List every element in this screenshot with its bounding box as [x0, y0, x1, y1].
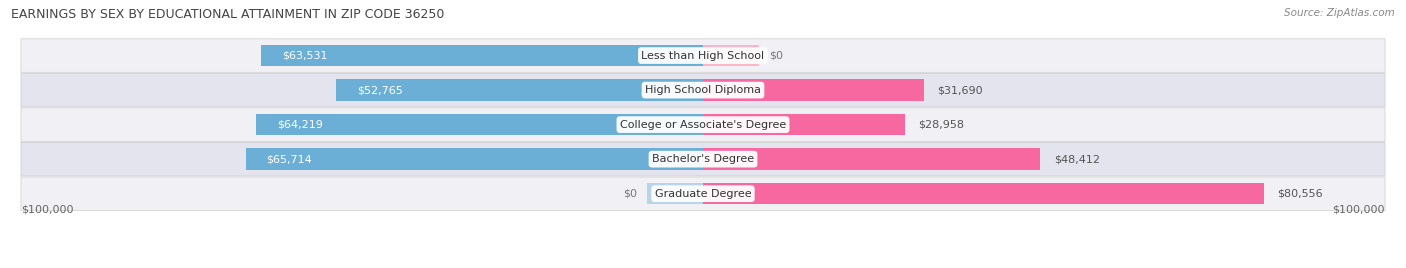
Bar: [703, 79, 924, 101]
Text: Graduate Degree: Graduate Degree: [655, 189, 751, 199]
Bar: [703, 45, 759, 66]
FancyBboxPatch shape: [21, 142, 1385, 176]
Text: Less than High School: Less than High School: [641, 51, 765, 61]
Text: $28,958: $28,958: [918, 120, 965, 130]
Bar: [703, 148, 1040, 170]
FancyBboxPatch shape: [21, 108, 1385, 141]
Text: $65,714: $65,714: [267, 154, 312, 164]
Text: $100,000: $100,000: [1333, 204, 1385, 214]
Text: EARNINGS BY SEX BY EDUCATIONAL ATTAINMENT IN ZIP CODE 36250: EARNINGS BY SEX BY EDUCATIONAL ATTAINMEN…: [11, 8, 444, 21]
Text: $100,000: $100,000: [21, 204, 73, 214]
Text: Bachelor's Degree: Bachelor's Degree: [652, 154, 754, 164]
Text: $0: $0: [769, 51, 783, 61]
Bar: [256, 114, 703, 135]
Text: $64,219: $64,219: [277, 120, 323, 130]
FancyBboxPatch shape: [21, 73, 1385, 107]
Text: $63,531: $63,531: [281, 51, 328, 61]
Text: College or Associate's Degree: College or Associate's Degree: [620, 120, 786, 130]
Text: $48,412: $48,412: [1054, 154, 1099, 164]
Text: $31,690: $31,690: [938, 85, 983, 95]
Bar: [703, 114, 904, 135]
Bar: [703, 183, 1264, 204]
Text: High School Diploma: High School Diploma: [645, 85, 761, 95]
Text: $52,765: $52,765: [357, 85, 402, 95]
Text: $80,556: $80,556: [1278, 189, 1323, 199]
FancyBboxPatch shape: [21, 177, 1385, 210]
Text: $0: $0: [623, 189, 637, 199]
Bar: [647, 183, 703, 204]
Text: Source: ZipAtlas.com: Source: ZipAtlas.com: [1284, 8, 1395, 18]
Bar: [246, 148, 703, 170]
FancyBboxPatch shape: [21, 39, 1385, 72]
Bar: [336, 79, 703, 101]
Bar: [262, 45, 703, 66]
